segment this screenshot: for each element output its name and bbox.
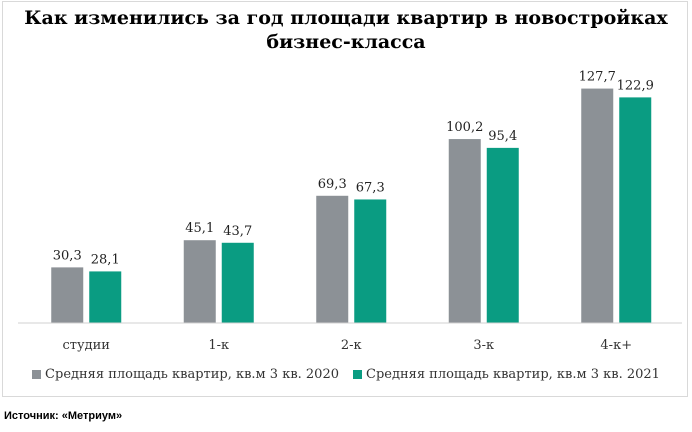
legend-item-2021: Средняя площадь квартир, кв.м 3 кв. 2021 [353,367,660,382]
category-label-4: 4-к+ [600,338,632,353]
chart-title: Как изменились за год площади квартир в … [0,6,692,54]
bar-2020-2 [316,195,349,323]
data-label-2020-4: 127,7 [579,70,616,85]
data-label-2020-0: 30,3 [53,248,82,263]
data-label-2020-3: 100,2 [446,120,483,135]
category-label-3: 3-к [473,338,494,353]
data-label-2021-2: 67,3 [356,180,385,195]
bar-2020-3 [448,139,481,323]
chart-title-line-2: бизнес-класса [266,31,426,53]
source-note: Источник: «Метриум» [4,410,123,422]
category-labels: студии 1-к 2-к 3-к 4-к+ [63,338,633,353]
bar-2021-1 [221,242,254,323]
bar-2021-0 [89,271,122,323]
bar-2020-4 [581,88,614,323]
legend-swatch-2021 [353,370,362,379]
bars-layer: 30,3 28,1 45,1 43,7 69,3 67,3 100,2 95,4 127,712… [51,70,654,323]
data-label-2021-3: 95,4 [488,129,517,144]
chart-title-line-1: Как изменились за год площади квартир в … [24,7,668,29]
legend-label-2020: Средняя площадь квартир, кв.м 3 кв. 2020 [45,367,339,382]
data-label-2021-0: 28,1 [91,252,120,267]
legend-swatch-2020 [32,370,42,379]
bar-2020-0 [51,267,84,323]
data-label-2021-4: 122,9 [617,78,654,93]
data-label-2020-2: 69,3 [318,177,347,192]
category-label-0: студии [63,338,110,353]
bar-2020-1 [183,240,216,323]
legend-item-2020: Средняя площадь квартир, кв.м 3 кв. 2020 [32,367,339,382]
bar-2021-4 [619,97,652,323]
data-label-2020-1: 45,1 [185,221,214,236]
data-label-2021-1: 43,7 [223,224,252,239]
category-label-1: 1-к [208,338,229,353]
legend-label-2021: Средняя площадь квартир, кв.м 3 кв. 2021 [366,367,660,382]
legend: Средняя площадь квартир, кв.м 3 кв. 2020… [0,367,692,382]
bar-2021-2 [354,199,387,323]
bar-2021-3 [486,147,519,323]
category-label-2: 2-к [341,338,362,353]
